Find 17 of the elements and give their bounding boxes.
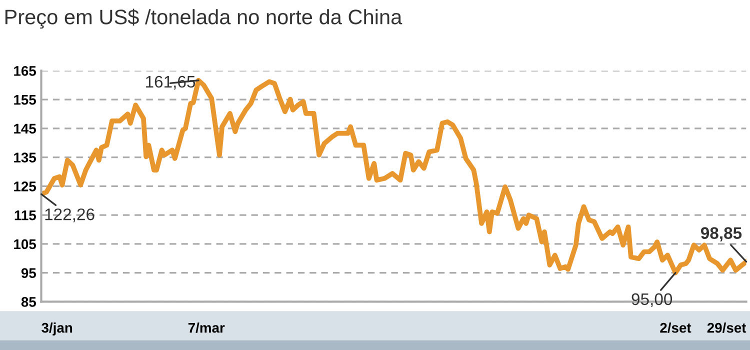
y-tick-label: 165 bbox=[14, 66, 36, 76]
y-tick-label: 145 bbox=[14, 124, 36, 134]
y-tick-label: 125 bbox=[14, 182, 36, 192]
x-tick-label: 29/set bbox=[707, 322, 746, 333]
annotation: 122,26 bbox=[45, 208, 94, 222]
annotation: 98,85 bbox=[700, 227, 742, 242]
x-tick-label: 3/jan bbox=[42, 322, 72, 336]
chart-title: Preço em US$ /tonelada no norte da China bbox=[5, 8, 402, 29]
y-tick-label: 155 bbox=[14, 95, 36, 105]
y-tick-label: 105 bbox=[14, 239, 36, 250]
y-tick-label: 135 bbox=[14, 152, 36, 163]
y-tick-label: 115 bbox=[14, 210, 36, 220]
y-tick-label: 85 bbox=[21, 297, 36, 307]
annotation: 95,00 bbox=[632, 293, 672, 308]
x-tick-label: 7/mar bbox=[188, 322, 225, 333]
y-tick-label: 95 bbox=[21, 268, 36, 278]
x-tick-label: 2/set bbox=[660, 322, 692, 333]
